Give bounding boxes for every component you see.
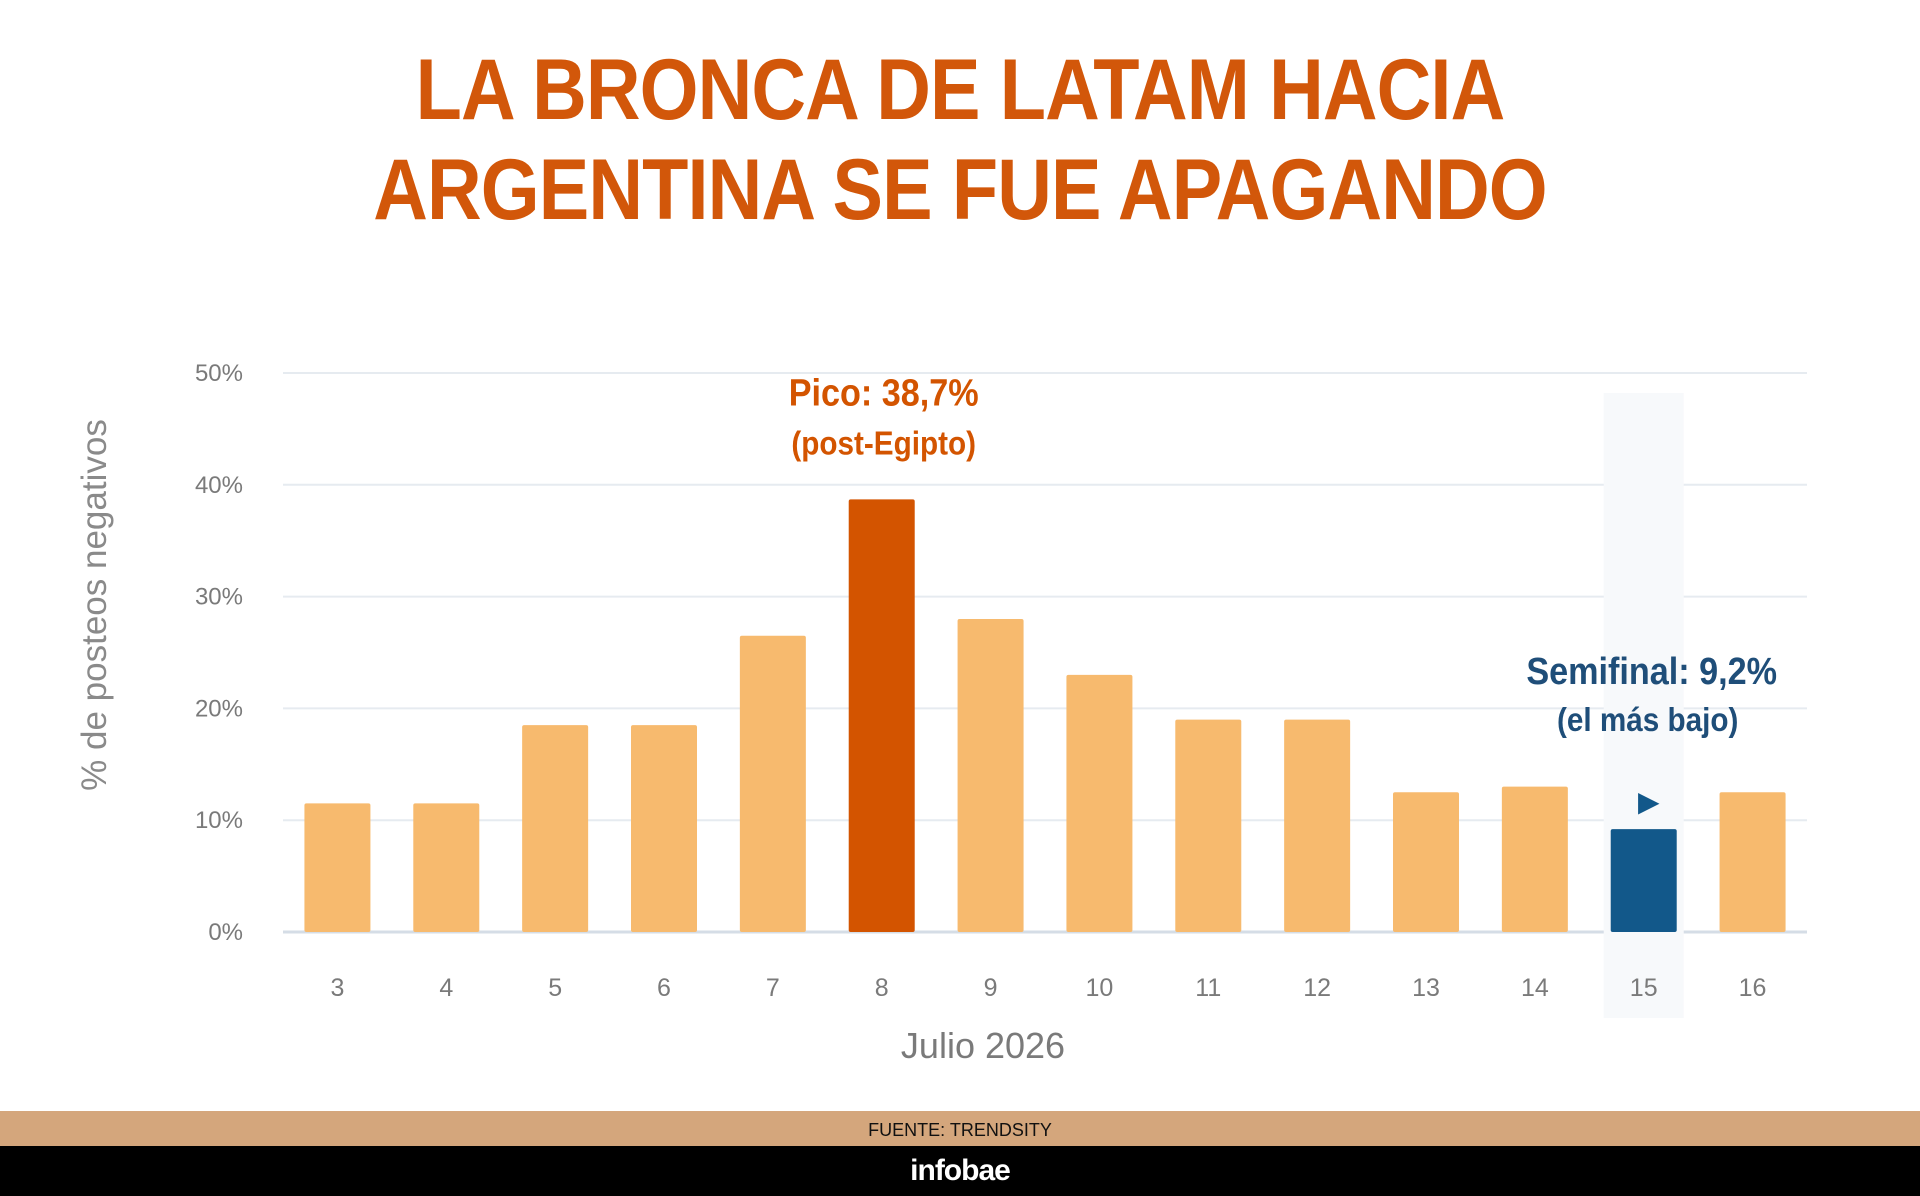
bar bbox=[631, 725, 697, 932]
x-tick-label: 12 bbox=[1303, 974, 1331, 1002]
x-tick-label: 3 bbox=[330, 974, 344, 1002]
x-tick-label: 5 bbox=[548, 974, 562, 1002]
bar-lowest bbox=[1610, 829, 1677, 932]
title-line-1: LA BRONCA DE LATAM HACIA bbox=[415, 42, 1506, 138]
bar bbox=[957, 618, 1024, 932]
peak-annotation-note: (post-Egipto) bbox=[791, 425, 976, 462]
chart-title: LA BRONCA DE LATAM HACIA ARGENTINA SE FU… bbox=[115, 40, 1805, 240]
x-tick-label: 16 bbox=[1739, 974, 1767, 1002]
source-band: FUENTE: TRENDSITY bbox=[0, 1111, 1920, 1146]
lowest-annotation: Semifinal: 9,2% bbox=[1526, 649, 1777, 692]
bar bbox=[522, 725, 589, 932]
x-tick-label: 10 bbox=[1086, 974, 1114, 1002]
bar bbox=[1175, 719, 1242, 932]
bar bbox=[413, 803, 480, 932]
lowest-annotation-note: (el más bajo) bbox=[1557, 702, 1738, 739]
bar bbox=[304, 803, 371, 932]
y-tick-label: 0% bbox=[208, 919, 243, 946]
pointer-triangle-icon: ▶ bbox=[1638, 785, 1660, 818]
x-tick-label: 4 bbox=[439, 974, 453, 1002]
bar-chart: 0% 10% 20% 30% 40% 50% % de posteos negativos 3… bbox=[75, 360, 1807, 1066]
peak-annotation: Pico: 38,7% bbox=[789, 371, 979, 414]
bar bbox=[1284, 719, 1351, 932]
x-tick-label: 15 bbox=[1630, 974, 1658, 1002]
y-tick-label: 50% bbox=[195, 360, 243, 387]
x-tick-label: 9 bbox=[984, 974, 998, 1002]
title-line-2: ARGENTINA SE FUE APAGANDO bbox=[373, 142, 1547, 238]
y-tick-label: 30% bbox=[195, 584, 243, 611]
bar bbox=[1501, 786, 1568, 932]
y-tick-label: 40% bbox=[195, 472, 243, 499]
x-axis-title: Julio 2026 bbox=[901, 1025, 1065, 1066]
x-tick-label: 13 bbox=[1412, 974, 1440, 1002]
y-tick-label: 10% bbox=[195, 807, 243, 834]
bar-peak bbox=[848, 499, 915, 932]
x-tick-label: 6 bbox=[657, 974, 671, 1002]
x-tick-label: 8 bbox=[875, 974, 889, 1002]
bar bbox=[1066, 674, 1133, 932]
x-tick-label: 7 bbox=[766, 974, 780, 1002]
brand-bar: infobae bbox=[0, 1146, 1920, 1196]
bar bbox=[739, 635, 806, 932]
y-axis-title: % de posteos negativos bbox=[75, 419, 114, 791]
bar bbox=[1719, 792, 1786, 932]
x-tick-label: 11 bbox=[1195, 974, 1221, 1002]
x-tick-label: 14 bbox=[1521, 974, 1549, 1002]
brand-logo: infobae bbox=[910, 1154, 1011, 1187]
bar bbox=[1393, 792, 1459, 932]
y-tick-label: 20% bbox=[195, 695, 243, 722]
source-label: FUENTE: TRENDSITY bbox=[868, 1120, 1052, 1140]
